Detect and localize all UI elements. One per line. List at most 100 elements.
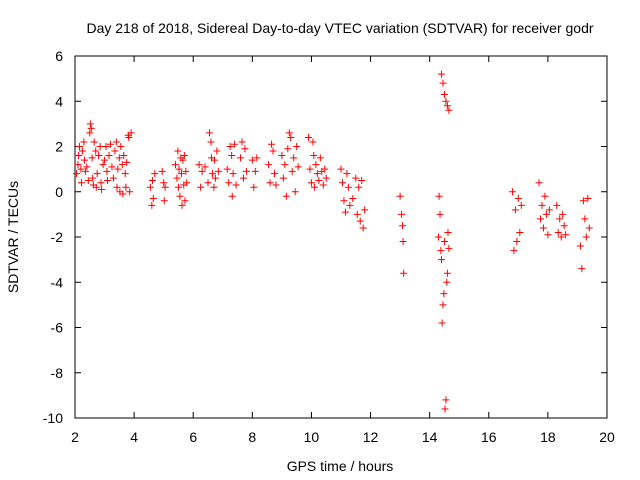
y-tick-label: -6 — [51, 320, 64, 336]
data-point — [123, 158, 131, 166]
data-point — [441, 405, 449, 413]
data-point — [111, 147, 119, 155]
data-point — [113, 183, 121, 191]
data-point — [242, 167, 250, 175]
x-tick-label: 20 — [599, 429, 615, 445]
data-point — [178, 201, 186, 209]
data-point — [312, 161, 320, 169]
data-point — [232, 181, 240, 189]
data-point — [75, 152, 83, 160]
data-point — [284, 145, 292, 153]
data-point — [290, 154, 298, 162]
data-point — [341, 208, 349, 216]
data-point — [508, 188, 516, 196]
data-point — [517, 201, 525, 209]
data-point — [281, 161, 289, 169]
data-point — [213, 147, 221, 155]
y-tick-label: -10 — [43, 410, 63, 426]
data-point — [89, 174, 97, 182]
data-point — [223, 165, 231, 173]
data-point — [180, 152, 188, 160]
data-point — [581, 215, 589, 223]
data-point — [288, 167, 296, 175]
data-point — [146, 183, 154, 191]
data-point — [96, 143, 104, 150]
data-point — [578, 265, 586, 273]
data-point — [197, 183, 205, 191]
data-point — [228, 192, 236, 200]
data-point — [250, 183, 258, 191]
data-point — [579, 197, 587, 205]
x-tick-label: 12 — [363, 429, 379, 445]
data-point — [99, 161, 107, 169]
data-point — [535, 179, 543, 187]
data-point — [559, 210, 567, 218]
x-tick-label: 8 — [248, 429, 256, 445]
data-point — [80, 138, 88, 146]
y-tick-labels: -10 -8 -6 -4 -2 0 2 4 6 — [43, 48, 63, 426]
data-point — [75, 143, 83, 150]
data-point — [97, 179, 105, 187]
data-point — [248, 156, 256, 164]
data-point — [291, 188, 299, 196]
data-point — [322, 174, 330, 182]
data-point — [90, 138, 98, 146]
data-point — [271, 170, 278, 178]
data-point — [239, 174, 247, 182]
data-point — [253, 154, 261, 162]
data-point — [148, 201, 156, 209]
data-point — [443, 102, 451, 110]
data-point — [268, 140, 276, 148]
data-point — [310, 183, 318, 191]
data-point — [346, 201, 354, 209]
data-point — [208, 170, 216, 178]
data-point — [278, 152, 286, 160]
data-point — [238, 138, 246, 146]
data-point — [226, 143, 234, 150]
data-point — [582, 233, 590, 241]
data-point — [175, 165, 183, 173]
y-tick-label: 4 — [55, 93, 63, 109]
data-point — [442, 97, 450, 105]
data-point — [88, 154, 96, 162]
data-point — [119, 190, 127, 198]
data-point — [81, 167, 89, 175]
data-point — [513, 238, 521, 246]
data-point — [353, 210, 361, 218]
data-point — [160, 179, 168, 187]
data-point — [445, 106, 453, 114]
data-point — [98, 185, 106, 193]
data-point — [272, 181, 280, 189]
data-point — [537, 215, 544, 223]
data-point — [440, 238, 448, 246]
data-point — [443, 269, 451, 277]
data-point — [182, 167, 190, 175]
data-point — [440, 90, 448, 98]
data-point — [177, 170, 185, 178]
data-point — [516, 228, 524, 236]
data-point — [553, 201, 561, 209]
data-point — [106, 140, 114, 148]
data-point — [307, 179, 315, 187]
data-point — [103, 167, 111, 175]
data-point — [585, 224, 593, 232]
data-point — [121, 170, 129, 178]
data-point — [442, 396, 450, 404]
data-point — [173, 174, 181, 182]
data-point — [398, 222, 406, 230]
data-point — [127, 129, 135, 137]
data-point — [161, 183, 169, 191]
data-point — [321, 165, 329, 173]
plot-frame — [74, 55, 608, 419]
data-point — [108, 163, 116, 171]
data-point — [151, 170, 159, 178]
data-point — [562, 231, 570, 239]
data-point — [437, 256, 445, 264]
data-point — [84, 176, 92, 184]
data-point — [83, 163, 91, 171]
data-markers — [72, 70, 593, 413]
data-point — [214, 167, 222, 175]
data-point — [352, 174, 360, 182]
data-point — [112, 138, 120, 146]
